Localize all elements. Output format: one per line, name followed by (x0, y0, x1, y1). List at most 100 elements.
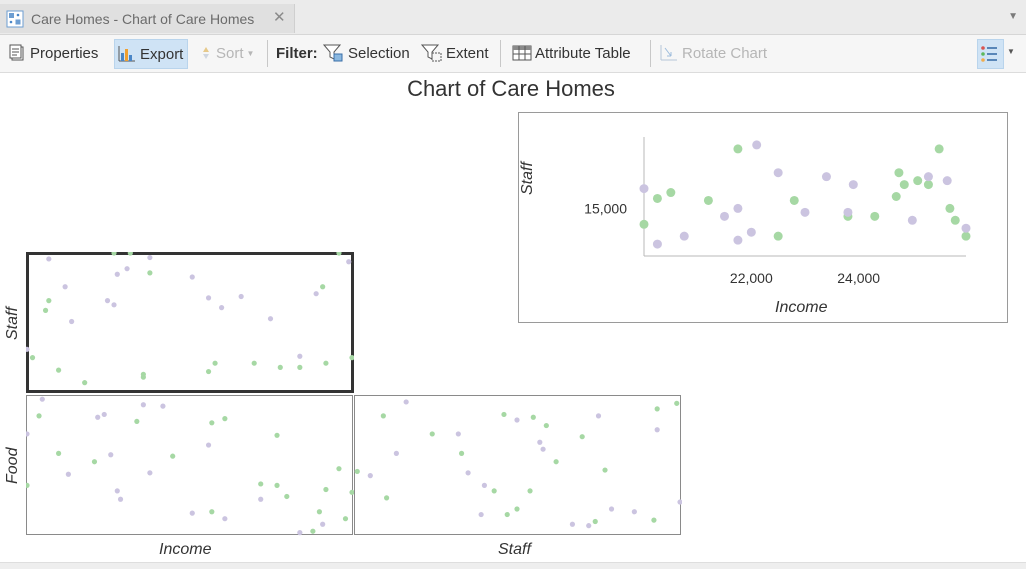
data-point[interactable] (639, 184, 649, 194)
matrix-point (251, 360, 257, 366)
matrix-point (346, 259, 352, 265)
matrix-point (553, 459, 559, 465)
matrix-point (82, 380, 88, 386)
data-point[interactable] (923, 180, 933, 190)
data-point[interactable] (961, 231, 971, 241)
matrix-point (481, 482, 487, 488)
matrix-cell-food-income[interactable] (26, 395, 354, 536)
matrix-point (527, 488, 533, 494)
y-tick-label: 15,000 (584, 200, 627, 216)
data-point[interactable] (961, 223, 971, 233)
close-icon[interactable]: ✕ (273, 9, 286, 26)
data-point[interactable] (720, 211, 729, 221)
data-point[interactable] (703, 195, 713, 205)
legend-dropdown-icon[interactable]: ▼ (1007, 47, 1015, 56)
matrix-point (219, 305, 225, 311)
matrix-point (29, 355, 36, 361)
matrix-point (147, 470, 153, 476)
data-point[interactable] (639, 219, 649, 229)
matrix-point (91, 459, 98, 465)
extent-filter-button[interactable]: Extent (421, 39, 489, 67)
matrix-point (537, 439, 543, 445)
export-chart-icon (118, 46, 135, 62)
matrix-point (455, 431, 461, 437)
matrix-point (674, 400, 680, 406)
matrix-cell-food-staff[interactable] (354, 395, 682, 536)
matrix-cell-staff-income[interactable] (26, 252, 354, 393)
matrix-point (342, 516, 349, 522)
data-point[interactable] (652, 239, 662, 249)
legend-toggle-button[interactable] (977, 39, 1004, 69)
data-point[interactable] (950, 215, 960, 225)
matrix-point (297, 353, 303, 359)
matrix-point (26, 346, 30, 352)
properties-button[interactable]: Properties (9, 39, 98, 67)
legend-list-icon (981, 46, 997, 62)
matrix-point (26, 482, 30, 488)
matrix-point (222, 516, 228, 522)
x-axis-label: Income (775, 299, 828, 316)
matrix-point (320, 284, 326, 290)
matrix-point (108, 452, 114, 458)
matrix-col-label-income: Income (159, 541, 212, 558)
matrix-point (114, 271, 120, 277)
chart-title: Chart of Care Homes (407, 76, 615, 101)
selection-label: Selection (348, 44, 410, 62)
data-point[interactable] (891, 192, 901, 201)
data-point[interactable] (773, 168, 783, 178)
rotate-chart-button[interactable]: Rotate Chart (659, 39, 767, 67)
data-point[interactable] (899, 180, 909, 190)
selection-filter-button[interactable]: Selection (323, 39, 410, 67)
matrix-point (147, 270, 153, 276)
data-point[interactable] (773, 231, 783, 241)
matrix-point (349, 489, 354, 495)
data-point[interactable] (679, 231, 689, 241)
chart-tab[interactable]: Care Homes - Chart of Care Homes ✕ (0, 4, 295, 33)
data-point[interactable] (894, 168, 904, 178)
export-button[interactable]: Export (114, 39, 189, 69)
sort-label: Sort (216, 44, 244, 62)
sort-button[interactable]: Sort ▼ (199, 39, 254, 67)
table-icon (512, 45, 532, 61)
data-point[interactable] (848, 180, 858, 190)
data-point[interactable] (800, 207, 810, 217)
data-point[interactable] (942, 176, 952, 186)
data-point[interactable] (843, 207, 853, 217)
matrix-point (514, 417, 520, 423)
matrix-point (65, 471, 71, 477)
tab-menu-chevron-icon[interactable]: ▼ (1008, 11, 1018, 22)
matrix-point (592, 518, 598, 525)
data-point[interactable] (733, 203, 743, 213)
matrix-row-label-food: Food (4, 447, 21, 484)
data-point[interactable] (821, 172, 831, 182)
matrix-point (602, 467, 608, 473)
data-point[interactable] (789, 195, 799, 205)
matrix-point (310, 528, 316, 534)
attribute-table-button[interactable]: Attribute Table (512, 39, 631, 67)
matrix-point (26, 431, 30, 437)
data-point[interactable] (746, 227, 756, 237)
data-point[interactable] (913, 176, 923, 186)
matrix-point (336, 252, 342, 256)
data-point[interactable] (870, 211, 880, 221)
matrix-point (313, 291, 319, 297)
data-point[interactable] (733, 235, 743, 245)
data-point[interactable] (652, 193, 662, 203)
matrix-point (543, 422, 549, 429)
matrix-point (631, 509, 637, 515)
data-point[interactable] (907, 215, 917, 225)
data-point[interactable] (666, 188, 676, 198)
matrix-point (569, 521, 576, 527)
matrix-point (654, 406, 660, 412)
data-point[interactable] (934, 144, 944, 154)
matrix-point (393, 450, 399, 456)
data-point[interactable] (923, 172, 933, 182)
zoomed-scatter-panel[interactable]: 22,000 24,000 15,000 (518, 112, 1008, 324)
data-point[interactable] (752, 140, 762, 150)
matrix-point (514, 506, 520, 512)
matrix-point (677, 499, 682, 505)
data-point[interactable] (733, 144, 743, 154)
y-axis-label: Staff (519, 162, 536, 195)
matrix-point (354, 468, 360, 475)
data-point[interactable] (945, 203, 955, 213)
